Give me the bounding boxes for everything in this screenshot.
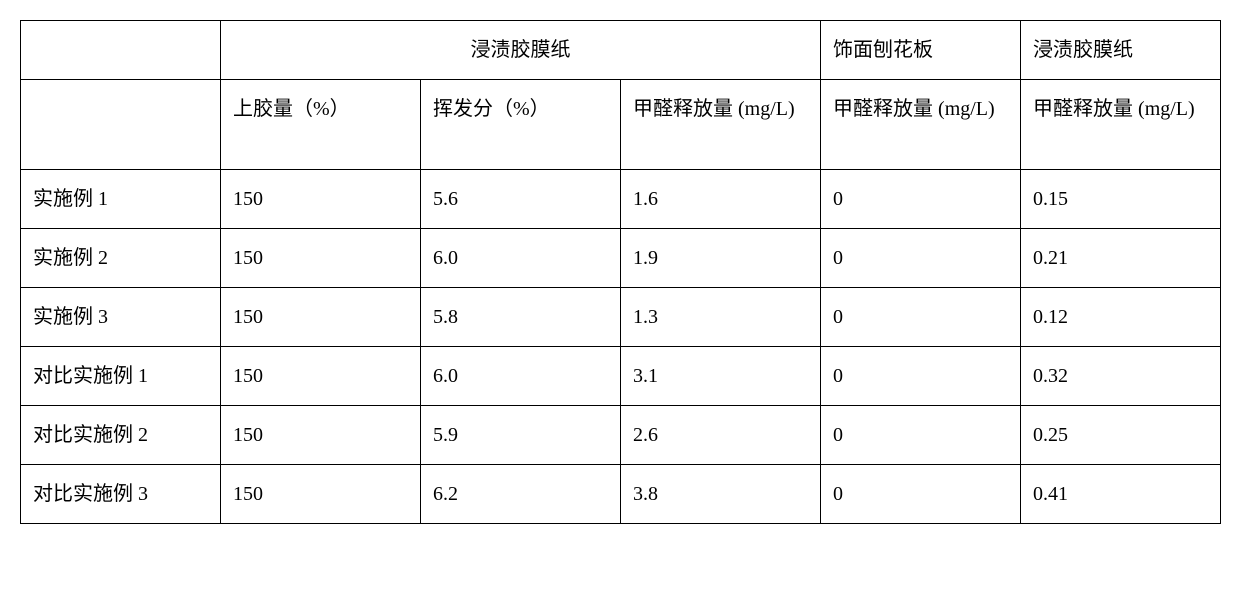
cell: 150: [221, 170, 421, 229]
table-row: 对比实施例 1 150 6.0 3.1 0 0.32: [21, 347, 1221, 406]
cell: 150: [221, 229, 421, 288]
cell: 5.6: [421, 170, 621, 229]
cell: 0: [821, 170, 1021, 229]
row-label: 对比实施例 1: [21, 347, 221, 406]
cell: 0.25: [1021, 406, 1221, 465]
cell: 0: [821, 288, 1021, 347]
group-header-col-3: 浸渍胶膜纸: [1021, 21, 1221, 80]
table-row: 实施例 1 150 5.6 1.6 0 0.15: [21, 170, 1221, 229]
cell: 2.6: [621, 406, 821, 465]
table-row: 实施例 2 150 6.0 1.9 0 0.21: [21, 229, 1221, 288]
cell: 1.9: [621, 229, 821, 288]
cell: 150: [221, 347, 421, 406]
sub-header-col-4: 甲醛释放量 (mg/L): [821, 80, 1021, 170]
cell: 3.8: [621, 465, 821, 524]
table-sub-header-row: 上胶量（%） 挥发分（%） 甲醛释放量 (mg/L) 甲醛释放量 (mg/L) …: [21, 80, 1221, 170]
cell: 1.3: [621, 288, 821, 347]
table-row: 实施例 3 150 5.8 1.3 0 0.12: [21, 288, 1221, 347]
cell: 3.1: [621, 347, 821, 406]
table-row: 对比实施例 3 150 6.2 3.8 0 0.41: [21, 465, 1221, 524]
sub-header-col-5: 甲醛释放量 (mg/L): [1021, 80, 1221, 170]
group-header-blank: [21, 21, 221, 80]
cell: 0.41: [1021, 465, 1221, 524]
row-label: 实施例 3: [21, 288, 221, 347]
cell: 150: [221, 288, 421, 347]
row-label: 对比实施例 2: [21, 406, 221, 465]
group-header-col-2: 饰面刨花板: [821, 21, 1021, 80]
row-label: 对比实施例 3: [21, 465, 221, 524]
table-row: 对比实施例 2 150 5.9 2.6 0 0.25: [21, 406, 1221, 465]
cell: 6.2: [421, 465, 621, 524]
cell: 0.12: [1021, 288, 1221, 347]
group-header-col-1: 浸渍胶膜纸: [221, 21, 821, 80]
data-table: 浸渍胶膜纸 饰面刨花板 浸渍胶膜纸 上胶量（%） 挥发分（%） 甲醛释放量 (m…: [20, 20, 1221, 524]
row-label: 实施例 2: [21, 229, 221, 288]
cell: 0.32: [1021, 347, 1221, 406]
cell: 1.6: [621, 170, 821, 229]
cell: 6.0: [421, 229, 621, 288]
cell: 0.21: [1021, 229, 1221, 288]
cell: 0: [821, 347, 1021, 406]
sub-header-col-3: 甲醛释放量 (mg/L): [621, 80, 821, 170]
cell: 5.8: [421, 288, 621, 347]
cell: 150: [221, 465, 421, 524]
sub-header-blank: [21, 80, 221, 170]
cell: 0: [821, 229, 1021, 288]
cell: 5.9: [421, 406, 621, 465]
cell: 0: [821, 406, 1021, 465]
row-label: 实施例 1: [21, 170, 221, 229]
cell: 0.15: [1021, 170, 1221, 229]
cell: 150: [221, 406, 421, 465]
cell: 0: [821, 465, 1021, 524]
sub-header-col-1: 上胶量（%）: [221, 80, 421, 170]
sub-header-col-2: 挥发分（%）: [421, 80, 621, 170]
table-group-header-row: 浸渍胶膜纸 饰面刨花板 浸渍胶膜纸: [21, 21, 1221, 80]
cell: 6.0: [421, 347, 621, 406]
